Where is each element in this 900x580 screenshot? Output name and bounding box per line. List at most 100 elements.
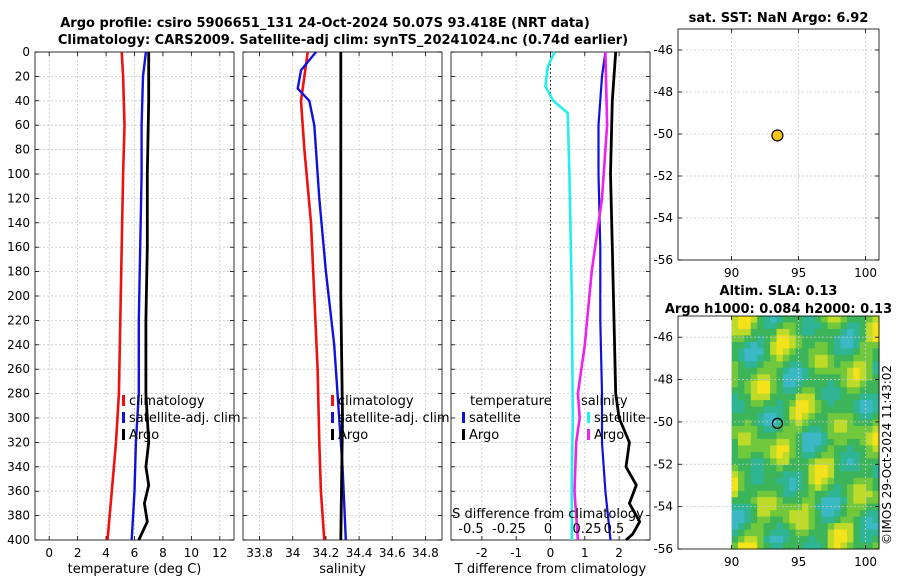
- sla-cell: [776, 529, 784, 537]
- sla-cell: [738, 380, 745, 388]
- sla-cell: [840, 510, 848, 518]
- sla-cell: [757, 419, 765, 427]
- sla-cell: [789, 322, 797, 330]
- sla-cell: [789, 335, 797, 343]
- sla-cell: [821, 497, 829, 505]
- sla-cell: [782, 419, 790, 427]
- sla-cell: [757, 322, 765, 330]
- sla-cell: [821, 341, 829, 349]
- salinity-xtick-label: 34: [285, 546, 300, 560]
- sla-cell: [763, 348, 771, 356]
- sla-cell: [808, 503, 816, 511]
- sla-cell: [789, 536, 797, 544]
- sla-cell: [750, 374, 758, 382]
- sla-cell: [834, 335, 842, 343]
- sla-cell: [744, 322, 752, 330]
- sla-cell: [776, 419, 784, 427]
- sla-cell: [840, 451, 848, 459]
- salinity-xtick-label: 34.4: [346, 546, 373, 560]
- sla-cell: [757, 529, 765, 537]
- sla-cell: [763, 484, 771, 492]
- sla-cell: [750, 426, 758, 434]
- sla-cell: [782, 406, 790, 414]
- sla-cell: [840, 471, 848, 479]
- sla-cell: [821, 400, 829, 408]
- sla-cell: [789, 361, 797, 369]
- sla-cell: [847, 341, 854, 349]
- sla-cell: [866, 322, 874, 330]
- sla-cell: [770, 445, 778, 453]
- sla-cell: [834, 477, 842, 485]
- sla-cell: [814, 471, 822, 479]
- sla-cell: [763, 380, 771, 388]
- sla-cell: [834, 523, 842, 531]
- sla-cell: [731, 484, 739, 492]
- sla-cell: [770, 348, 778, 356]
- sla-cell: [750, 316, 758, 324]
- sla-cell: [866, 529, 874, 537]
- sla-cell: [789, 445, 797, 453]
- sla-cell: [821, 322, 829, 330]
- sla-cell: [731, 458, 739, 466]
- sla-cell: [744, 341, 752, 349]
- sla-cell: [872, 316, 880, 324]
- sla-map-ytick-label: -48: [653, 373, 673, 387]
- sla-cell: [814, 374, 822, 382]
- sla-cell: [763, 400, 771, 408]
- sla-cell: [802, 328, 810, 336]
- sla-cell: [834, 374, 842, 382]
- sla-cell: [763, 413, 771, 421]
- sla-cell: [738, 393, 745, 401]
- sla-cell: [776, 503, 784, 511]
- sla-cell: [827, 503, 835, 511]
- sla-cell: [770, 328, 778, 336]
- sla-cell: [821, 516, 829, 524]
- sla-cell: [770, 393, 778, 401]
- temperature-legend-swatch: [122, 412, 125, 423]
- sla-cell: [847, 439, 854, 447]
- sla-cell: [814, 536, 822, 544]
- sla-cell: [795, 387, 803, 395]
- sla-cell: [847, 322, 854, 330]
- sla-cell: [757, 413, 765, 421]
- sla-cell: [789, 516, 797, 524]
- sla-cell: [866, 477, 874, 485]
- sla-cell: [795, 464, 803, 472]
- sla-cell: [859, 361, 867, 369]
- sla-cell: [834, 361, 842, 369]
- sla-cell: [808, 510, 816, 518]
- sla-cell: [834, 341, 842, 349]
- sla-cell: [782, 354, 790, 362]
- sla-cell: [750, 484, 758, 492]
- sla-cell: [834, 406, 842, 414]
- sla-cell: [757, 477, 765, 485]
- sla-cell: [802, 503, 810, 511]
- sla-cell: [770, 374, 778, 382]
- sla-cell: [859, 387, 867, 395]
- sla-cell: [750, 387, 758, 395]
- sla-cell: [808, 354, 816, 362]
- sla-heatmap: [731, 316, 880, 550]
- sla-cell: [808, 419, 816, 427]
- sla-cell: [738, 419, 745, 427]
- sla-cell: [776, 510, 784, 518]
- sla-cell: [750, 393, 758, 401]
- sla-cell: [802, 516, 810, 524]
- sla-cell: [763, 477, 771, 485]
- header-line2: Climatology: CARS2009. Satellite-adj cli…: [58, 33, 628, 48]
- sst-map-argo-marker: [771, 129, 784, 142]
- sla-cell: [821, 490, 829, 498]
- sla-cell: [776, 523, 784, 531]
- sla-cell: [789, 387, 797, 395]
- sla-cell: [789, 316, 797, 324]
- sla-cell: [763, 445, 771, 453]
- sla-cell: [738, 400, 745, 408]
- sla-cell: [872, 464, 880, 472]
- temperature-ytick-label: 400: [7, 533, 30, 547]
- sla-cell: [763, 387, 771, 395]
- sla-cell: [827, 387, 835, 395]
- sla-cell: [795, 497, 803, 505]
- sla-cell: [757, 445, 765, 453]
- sla-cell: [814, 341, 822, 349]
- sla-cell: [744, 523, 752, 531]
